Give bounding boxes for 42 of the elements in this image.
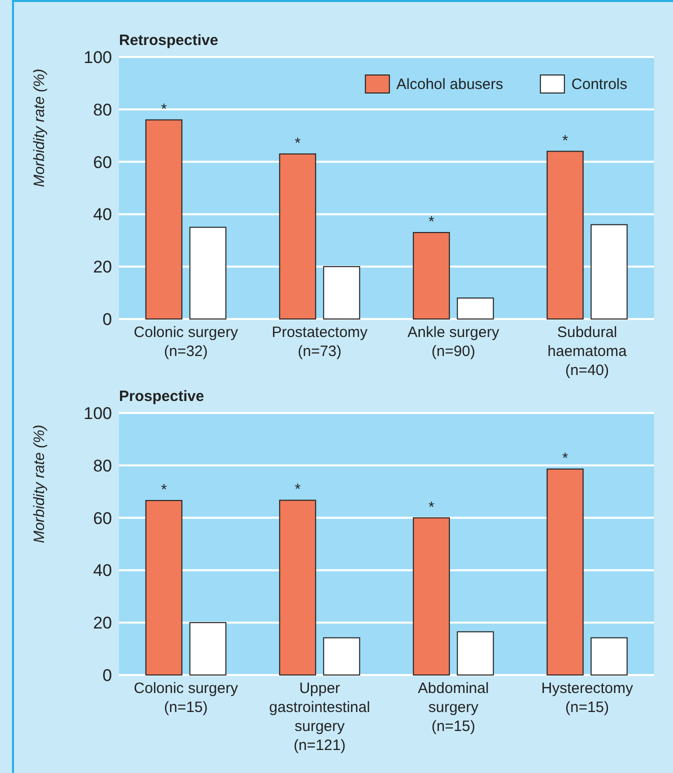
annotation: * bbox=[562, 450, 568, 468]
bar bbox=[546, 150, 584, 320]
x-tick-label: Abdominal surgery (n=15) bbox=[418, 680, 489, 735]
chart-title: Retrospective bbox=[119, 32, 218, 49]
annotation: * bbox=[294, 134, 301, 152]
annotation: * bbox=[294, 481, 301, 498]
y-tick-label: 0 bbox=[102, 666, 112, 685]
x-tick-label: Colonic surgery (n=15) bbox=[134, 680, 238, 716]
chart-title: Prospective bbox=[119, 388, 204, 405]
y-tick-label: 60 bbox=[93, 508, 112, 528]
x-tick-label: Colonic surgery (n=32) bbox=[134, 324, 238, 360]
annotation: * bbox=[160, 100, 167, 118]
bar bbox=[279, 153, 316, 320]
y-tick-label: 20 bbox=[93, 614, 112, 633]
annotation: * bbox=[562, 132, 568, 150]
annotation: * bbox=[160, 482, 167, 499]
y-tick-label: 60 bbox=[93, 152, 112, 172]
x-tick-label: Prostatectomy (n=73) bbox=[272, 324, 368, 360]
annotation: * bbox=[428, 498, 434, 516]
bar bbox=[145, 119, 182, 320]
bar bbox=[145, 500, 182, 676]
y-axis-title: Morbidity rate (%) bbox=[31, 68, 48, 188]
y-tick-label: 0 bbox=[102, 310, 112, 329]
bar bbox=[412, 232, 450, 320]
y-tick-label: 40 bbox=[93, 205, 112, 224]
bar bbox=[412, 517, 450, 676]
y-tick-label: 20 bbox=[93, 258, 112, 277]
y-tick-label: 80 bbox=[93, 100, 112, 120]
annotation: * bbox=[428, 214, 434, 231]
x-tick-label: Hysterectomy (n=15) bbox=[541, 680, 634, 716]
bar bbox=[546, 468, 584, 676]
y-tick-label: 80 bbox=[93, 456, 112, 476]
x-tick-label: Ankle surgery (n=90) bbox=[408, 324, 500, 360]
y-axis-title: Morbidity rate (%) bbox=[31, 424, 48, 544]
x-tick-label: Upper gastrointestinal surgery (n=121) bbox=[269, 680, 370, 754]
legend-label: Controls bbox=[571, 76, 628, 93]
y-tick-label: 100 bbox=[84, 404, 112, 423]
y-tick-label: 100 bbox=[84, 48, 112, 67]
x-tick-label: Subdural haematoma (n=40) bbox=[548, 324, 628, 379]
y-tick-label: 40 bbox=[93, 561, 112, 580]
bar bbox=[279, 500, 316, 676]
legend-label: Alcohol abusers bbox=[396, 76, 504, 93]
